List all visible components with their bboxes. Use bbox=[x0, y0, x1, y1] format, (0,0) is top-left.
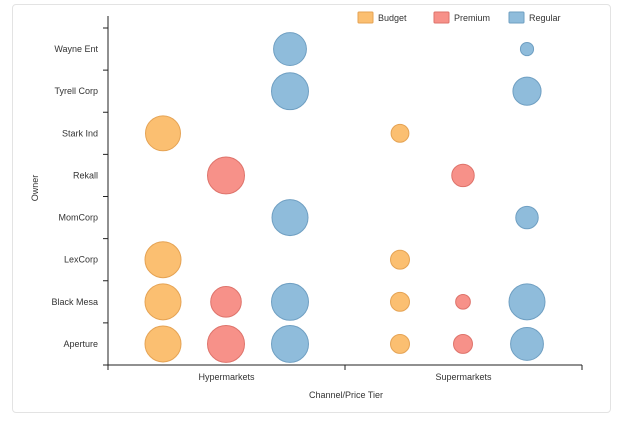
legend-label-budget: Budget bbox=[378, 13, 407, 23]
y-tick-label-wayne-ent: Wayne Ent bbox=[54, 44, 98, 54]
bubble-budget-hypermarkets-stark-ind bbox=[145, 115, 181, 152]
y-tick-label-momcorp: MomCorp bbox=[58, 213, 98, 223]
bubble-regular-supermarkets-tyrell-corp bbox=[512, 76, 542, 106]
legend-label-premium: Premium bbox=[454, 13, 490, 23]
bubble-regular-hypermarkets-wayne-ent bbox=[273, 32, 307, 66]
legend-item-regular[interactable]: Regular bbox=[508, 11, 561, 24]
y-tick-label-rekall: Rekall bbox=[73, 170, 98, 180]
bubble-regular-hypermarkets-momcorp bbox=[271, 199, 309, 237]
legend-swatch-regular bbox=[508, 11, 525, 24]
bubble-regular-supermarkets-black-mesa bbox=[508, 283, 546, 321]
legend-item-premium[interactable]: Premium bbox=[433, 11, 490, 24]
x-tick-label-supermarkets: Supermarkets bbox=[435, 372, 492, 382]
bubble-regular-supermarkets-momcorp bbox=[515, 205, 539, 230]
bubble-budget-supermarkets-black-mesa bbox=[390, 291, 410, 312]
x-axis-title: Channel/Price Tier bbox=[309, 390, 383, 400]
y-tick-label-lexcorp: LexCorp bbox=[64, 255, 98, 265]
bubble-premium-hypermarkets-rekall bbox=[207, 156, 245, 195]
y-axis-title: Owner bbox=[30, 175, 40, 202]
bubble-budget-hypermarkets-black-mesa bbox=[144, 283, 182, 321]
bubble-premium-supermarkets-aperture bbox=[453, 333, 473, 354]
bubble-premium-hypermarkets-aperture bbox=[207, 324, 245, 363]
legend-label-regular: Regular bbox=[529, 13, 561, 23]
bubble-premium-supermarkets-black-mesa bbox=[455, 293, 471, 310]
bubbles bbox=[144, 32, 546, 363]
bubble-premium-hypermarkets-black-mesa bbox=[210, 286, 242, 318]
bubble-budget-supermarkets-stark-ind bbox=[390, 123, 410, 143]
legend-item-budget[interactable]: Budget bbox=[357, 11, 407, 24]
y-tick-label-stark-ind: Stark Ind bbox=[62, 128, 98, 138]
y-tick-label-tyrell-corp: Tyrell Corp bbox=[54, 86, 98, 96]
bubble-regular-hypermarkets-black-mesa bbox=[271, 282, 309, 321]
legend-swatch-premium bbox=[433, 11, 450, 24]
x-tick-label-hypermarkets: Hypermarkets bbox=[198, 372, 255, 382]
y-tick-label-black-mesa: Black Mesa bbox=[51, 297, 98, 307]
bubble-budget-supermarkets-aperture bbox=[390, 333, 410, 354]
bubble-regular-supermarkets-wayne-ent bbox=[519, 41, 535, 57]
legend-swatch-budget bbox=[357, 11, 374, 24]
legend: Budget Premium Regular bbox=[357, 11, 561, 24]
bubble-budget-hypermarkets-aperture bbox=[144, 325, 182, 363]
bubble-premium-supermarkets-rekall bbox=[451, 163, 475, 188]
y-tick-label-aperture: Aperture bbox=[63, 339, 98, 349]
bubble-regular-hypermarkets-tyrell-corp bbox=[271, 72, 309, 111]
bubble-budget-supermarkets-lexcorp bbox=[390, 249, 410, 270]
bubble-regular-supermarkets-aperture bbox=[510, 327, 544, 361]
bubble-regular-hypermarkets-aperture bbox=[271, 324, 309, 363]
axes: Aperture Black Mesa LexCorp MomCorp Rekall St… bbox=[51, 16, 583, 382]
bubble-budget-hypermarkets-lexcorp bbox=[144, 241, 182, 279]
